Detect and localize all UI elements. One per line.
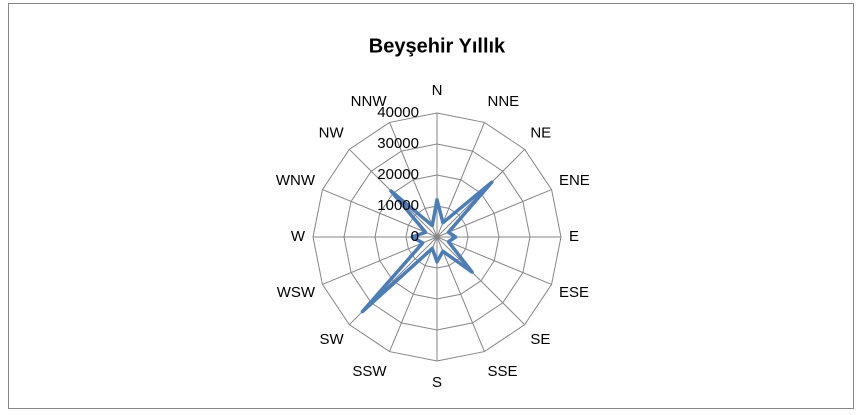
grid-ring <box>405 205 469 269</box>
grid-ring <box>312 112 562 362</box>
category-label: SSE <box>488 363 518 380</box>
category-label: N <box>432 82 443 99</box>
grid-ring <box>343 143 531 331</box>
r-tick-label: 40000 <box>377 104 419 121</box>
r-tick-label: 0 <box>411 228 419 245</box>
grid-ring <box>374 174 500 300</box>
r-tick-label: 10000 <box>377 197 419 214</box>
category-label: S <box>432 374 442 391</box>
category-label: W <box>291 228 306 245</box>
category-label: NNW <box>351 93 388 110</box>
category-label: WNW <box>276 172 316 189</box>
chart-title: Beyşehir Yıllık <box>369 35 506 57</box>
category-label: NE <box>530 125 551 142</box>
category-label: SE <box>530 331 550 348</box>
series-line <box>360 180 494 314</box>
chart-frame <box>8 3 854 409</box>
category-label: ESE <box>559 284 589 301</box>
category-label: E <box>569 228 579 245</box>
r-tick-label: 20000 <box>377 166 419 183</box>
category-label: WSW <box>277 284 316 301</box>
r-tick-label: 30000 <box>377 135 419 152</box>
category-label: SW <box>319 331 344 348</box>
category-label: NW <box>319 125 345 142</box>
category-label: SSW <box>352 363 387 380</box>
category-label: NNE <box>488 93 520 110</box>
category-label: ENE <box>559 172 590 189</box>
